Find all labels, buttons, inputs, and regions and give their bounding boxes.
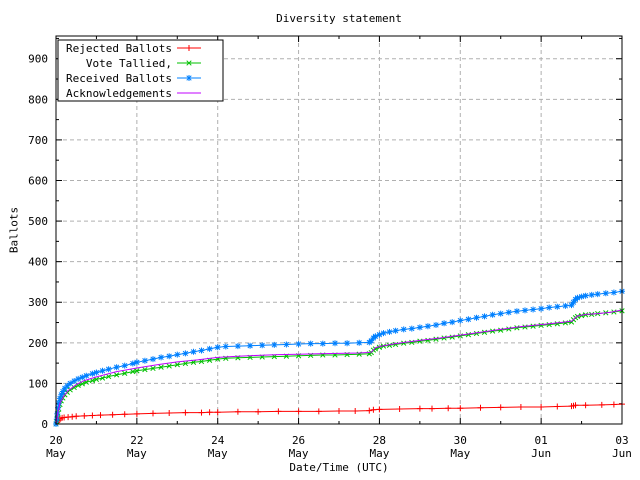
legend-entry-acknowledgements: Acknowledgements — [66, 87, 201, 100]
x-tick-label: 22 May — [127, 434, 147, 460]
legend-sample-marker — [186, 45, 192, 51]
chart-title: Diversity statement — [276, 12, 402, 25]
y-tick-label: 0 — [41, 418, 48, 431]
y-tick-label: 700 — [28, 134, 48, 147]
y-tick-label: 900 — [28, 53, 48, 66]
y-tick-label: 600 — [28, 174, 48, 187]
y-tick-label: 800 — [28, 93, 48, 106]
x-tick-label: 24 May — [208, 434, 228, 460]
x-tick-label: 26 May — [289, 434, 309, 460]
y-tick-label: 200 — [28, 337, 48, 350]
x-tick-label: 20 May — [46, 434, 66, 460]
series-acknowledgements — [55, 309, 623, 425]
legend-label: Acknowledgements — [66, 87, 172, 100]
legend-label: Rejected Ballots — [66, 42, 172, 55]
legend-sample-marker — [186, 75, 192, 81]
y-tick-label: 300 — [28, 296, 48, 309]
x-tick-label: 01 Jun — [531, 434, 551, 460]
x-axis-label: Date/Time (UTC) — [289, 461, 389, 474]
series-markers-received-ballots — [53, 288, 625, 427]
legend-box — [57, 39, 224, 102]
y-tick-label: 400 — [28, 256, 48, 269]
tick-labels: 0 100 200 300 400 500 600 700 800 900 20 May 22 May 24… — [28, 53, 632, 460]
legend-label: Vote Tallied, — [86, 57, 172, 70]
series-line-acknowledgements — [55, 309, 623, 425]
legend-sample-marker — [186, 60, 192, 66]
plot-border — [55, 35, 623, 425]
legend-entry-received-ballots: Received Ballots — [66, 72, 201, 85]
x-tick-label: 03 Jun — [612, 434, 632, 460]
series-line-received-ballots — [55, 290, 623, 425]
series-received-ballots — [53, 288, 625, 427]
x-tick-label: 30 May — [450, 434, 470, 460]
y-tick-label: 100 — [28, 377, 48, 390]
x-tick-label: 28 May — [369, 434, 389, 460]
legend-entry-rejected-ballots: Rejected Ballots — [66, 42, 201, 55]
legend-entry-vote-tallied: Vote Tallied, — [86, 57, 201, 70]
legend-label: Received Ballots — [66, 72, 172, 85]
legend: Rejected Ballots Vote Tallied, Received Ba… — [57, 39, 224, 102]
y-tick-label: 500 — [28, 215, 48, 228]
